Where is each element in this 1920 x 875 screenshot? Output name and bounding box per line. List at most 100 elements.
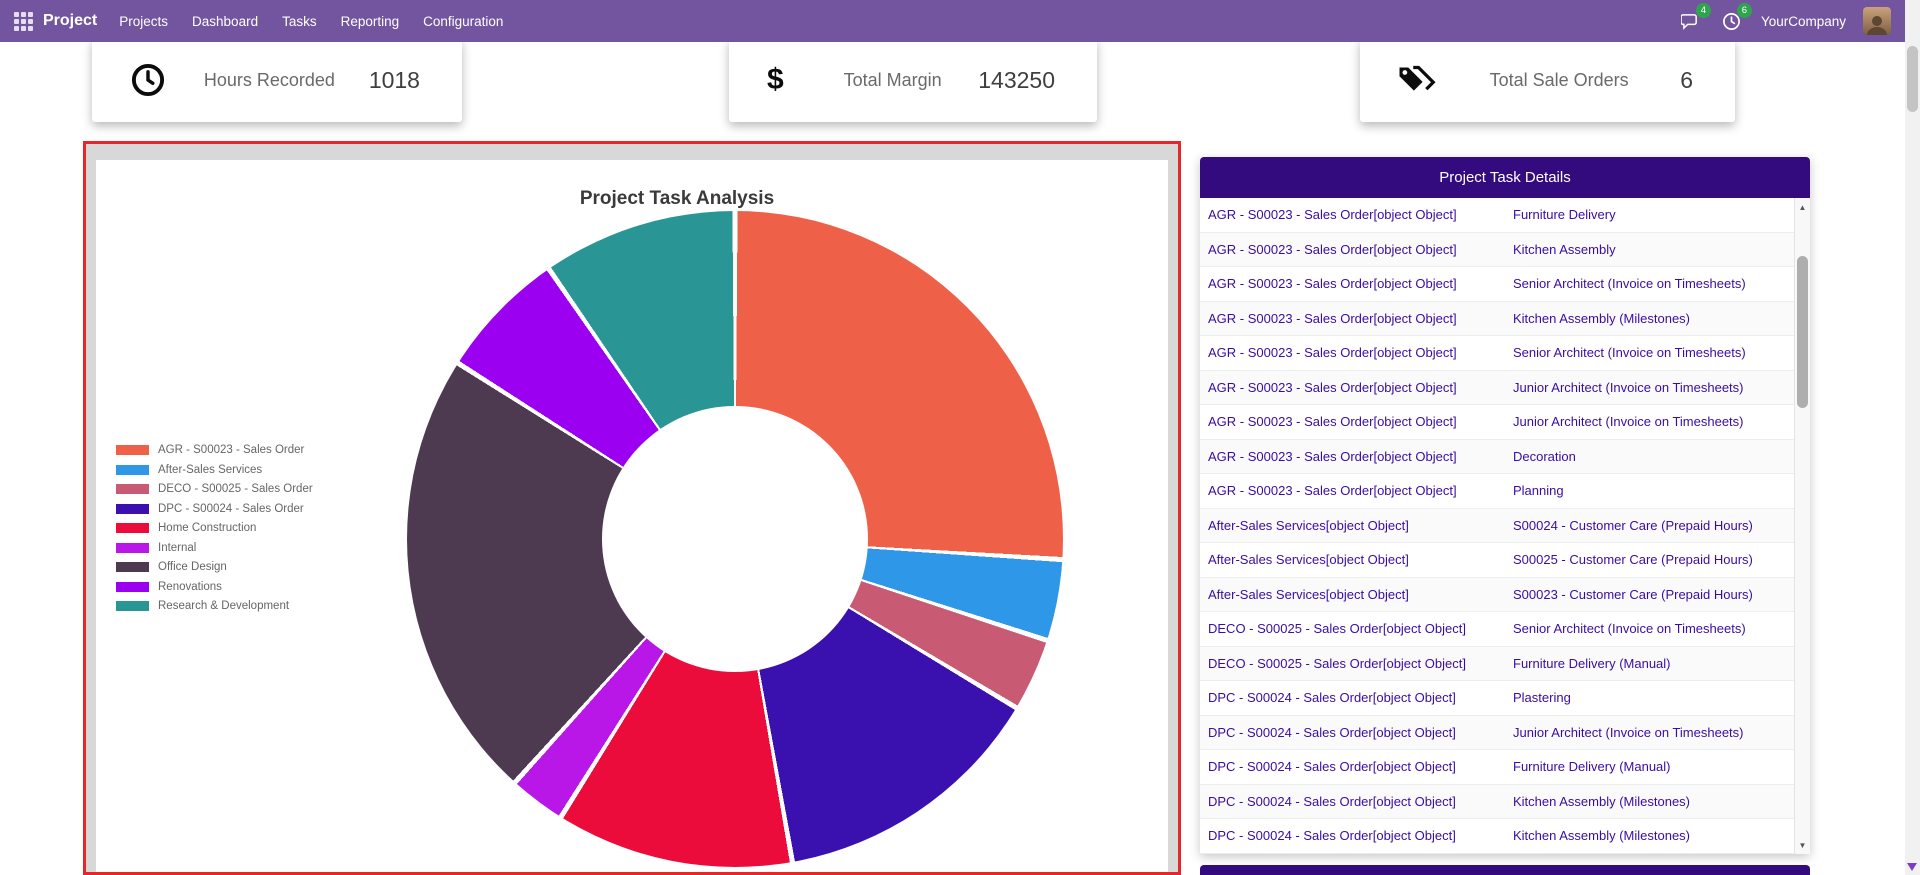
table-row: AGR - S00023 - Sales Order[object Object… [1200,474,1794,509]
table-row: After-Sales Services[object Object] S0002… [1200,577,1794,612]
table-row: DPC - S00024 - Sales Order[object Object… [1200,750,1794,785]
legend-swatch [116,581,149,592]
legend-label: Research & Development [158,600,290,612]
legend-swatch [116,523,149,533]
table-row: DECO - S00025 - Sales Order[object Objec… [1200,612,1794,647]
cell-project: After-Sales Services[object Object] [1208,517,1409,533]
speech-bubble-icon [1681,13,1698,30]
table-row: DPC - S00024 - Sales Order[object Object… [1200,715,1794,750]
donut-chart[interactable] [407,211,1063,867]
table-row: AGR - S00023 - Sales Order[object Object… [1200,405,1794,440]
kpi-value: 6 [1680,66,1693,93]
cell-task: Furniture Delivery [1513,207,1616,223]
table-row: DPC - S00024 - Sales Order[object Object… [1200,784,1794,819]
cell-project: AGR - S00023 - Sales Order[object Object… [1208,276,1457,292]
kpi-label: Hours Recorded [203,69,335,90]
kpi-label: Total Margin [843,69,942,90]
activities-icon[interactable]: 6 [1720,3,1752,33]
cell-task: Kitchen Assembly (Milestones) [1513,793,1691,809]
panel-title: Project Task Details [1200,157,1810,198]
nav-item-reporting[interactable]: Reporting [340,13,400,29]
cell-project: DPC - S00024 - Sales Order[object Object… [1208,793,1456,809]
cell-task: Junior Architect (Invoice on Timesheets) [1513,724,1744,740]
cell-task: Kitchen Assembly [1513,241,1616,257]
nav-item-tasks[interactable]: Tasks [282,13,317,29]
cell-project: AGR - S00023 - Sales Order[object Object… [1208,241,1457,257]
messages-icon[interactable]: 4 [1679,3,1711,33]
legend-item[interactable]: Renovations [116,579,313,595]
table-row: AGR - S00023 - Sales Order[object Object… [1200,439,1794,474]
cell-project: AGR - S00023 - Sales Order[object Object… [1208,483,1457,499]
legend-item[interactable]: Research & Development [116,598,313,614]
cell-task: Kitchen Assembly (Milestones) [1513,310,1691,326]
app-brand[interactable]: Project [43,12,98,29]
cell-project: AGR - S00023 - Sales Order[object Object… [1208,310,1457,326]
chart-legend: AGR - S00023 - Sales Order After-Sales Se… [116,442,313,618]
cell-task: Decoration [1513,448,1576,464]
legend-label: Renovations [158,580,222,593]
cell-project: DPC - S00024 - Sales Order[object Object… [1208,828,1456,844]
legend-item[interactable]: Home Construction [116,520,313,536]
clock-icon [1723,12,1741,30]
cell-project: DPC - S00024 - Sales Order[object Object… [1208,690,1456,706]
cell-task: Furniture Delivery (Manual) [1513,655,1671,671]
cell-project: After-Sales Services[object Object] [1208,586,1409,602]
legend-item[interactable]: Office Design [116,559,313,575]
table-row: AGR - S00023 - Sales Order[object Object… [1200,232,1794,267]
cell-project: AGR - S00023 - Sales Order[object Object… [1208,379,1457,395]
kpi-card-total-sale-orders[interactable]: Total Sale Orders 6 [1360,38,1735,122]
nav-item-dashboard[interactable]: Dashboard [192,13,259,29]
cell-project: DECO - S00025 - Sales Order[object Objec… [1208,621,1466,637]
cell-project: DPC - S00024 - Sales Order[object Object… [1208,724,1456,740]
messages-badge: 4 [1695,3,1711,18]
page-scroll-down-icon[interactable] [1907,863,1917,871]
page-scrollbar[interactable] [1905,0,1920,875]
cell-task: Junior Architect (Invoice on Timesheets) [1513,379,1744,395]
legend-swatch [116,484,149,494]
cell-task: S00023 - Customer Care (Prepaid Hours) [1513,586,1753,602]
legend-item[interactable]: AGR - S00023 - Sales Order [116,442,313,458]
project-task-details-panel: Project Task Details AGR - S00023 - Sale… [1200,157,1810,854]
tags-icon [1398,65,1438,95]
kpi-label: Total Sale Orders [1489,69,1629,90]
project-task-analysis-widget: Project Task Analysis AGR - S00023 - Sal… [86,144,1178,872]
kpi-card-total-margin[interactable]: $ Total Margin 143250 [729,38,1097,122]
cell-task: S00025 - Customer Care (Prepaid Hours) [1513,552,1753,568]
chart-title: Project Task Analysis [579,188,775,209]
legend-label: DPC - S00024 - Sales Order [158,502,304,515]
dollar-icon: $ [767,63,784,96]
kpi-card-hours-recorded[interactable]: Hours Recorded 1018 [92,38,462,122]
user-avatar[interactable] [1863,7,1891,35]
legend-swatch [116,445,149,455]
cell-task: Junior Architect (Invoice on Timesheets) [1513,414,1744,430]
legend-item[interactable]: Internal [116,540,313,556]
company-switcher[interactable]: YourCompany [1760,13,1846,29]
cell-project: AGR - S00023 - Sales Order[object Object… [1208,207,1457,223]
scroll-down-icon[interactable]: ▼ [1798,840,1807,850]
table-row: AGR - S00023 - Sales Order[object Object… [1200,267,1794,302]
table-scrollbar[interactable]: ▲ ▼ [1794,198,1810,854]
nav-item-configuration[interactable]: Configuration [423,13,504,29]
apps-grid-icon[interactable] [14,11,33,31]
nav-item-projects[interactable]: Projects [119,13,169,29]
cell-project: AGR - S00023 - Sales Order[object Object… [1208,448,1457,464]
scroll-thumb[interactable] [1797,256,1808,408]
table-row: AGR - S00023 - Sales Order[object Object… [1200,301,1794,336]
legend-label: DECO - S00025 - Sales Order [158,483,313,495]
clock-icon [130,62,170,98]
legend-label: Office Design [158,561,227,573]
legend-item[interactable]: After-Sales Services [116,462,313,478]
legend-item[interactable]: DECO - S00025 - Sales Order [116,481,313,497]
cell-task: Senior Architect (Invoice on Timesheets) [1513,276,1746,292]
table-row: DPC - S00024 - Sales Order[object Object… [1200,681,1794,716]
scroll-up-icon[interactable]: ▲ [1798,202,1807,212]
cell-project: AGR - S00023 - Sales Order[object Object… [1208,414,1457,430]
task-table: AGR - S00023 - Sales Order[object Object… [1200,198,1810,854]
page-scroll-thumb[interactable] [1907,46,1918,112]
next-widget-header [1200,865,1810,875]
legend-swatch [116,562,149,572]
task-table-body: AGR - S00023 - Sales Order[object Object… [1200,198,1794,854]
legend-item[interactable]: DPC - S00024 - Sales Order [116,501,313,517]
table-row: DPC - S00024 - Sales Order[object Object… [1200,819,1794,854]
